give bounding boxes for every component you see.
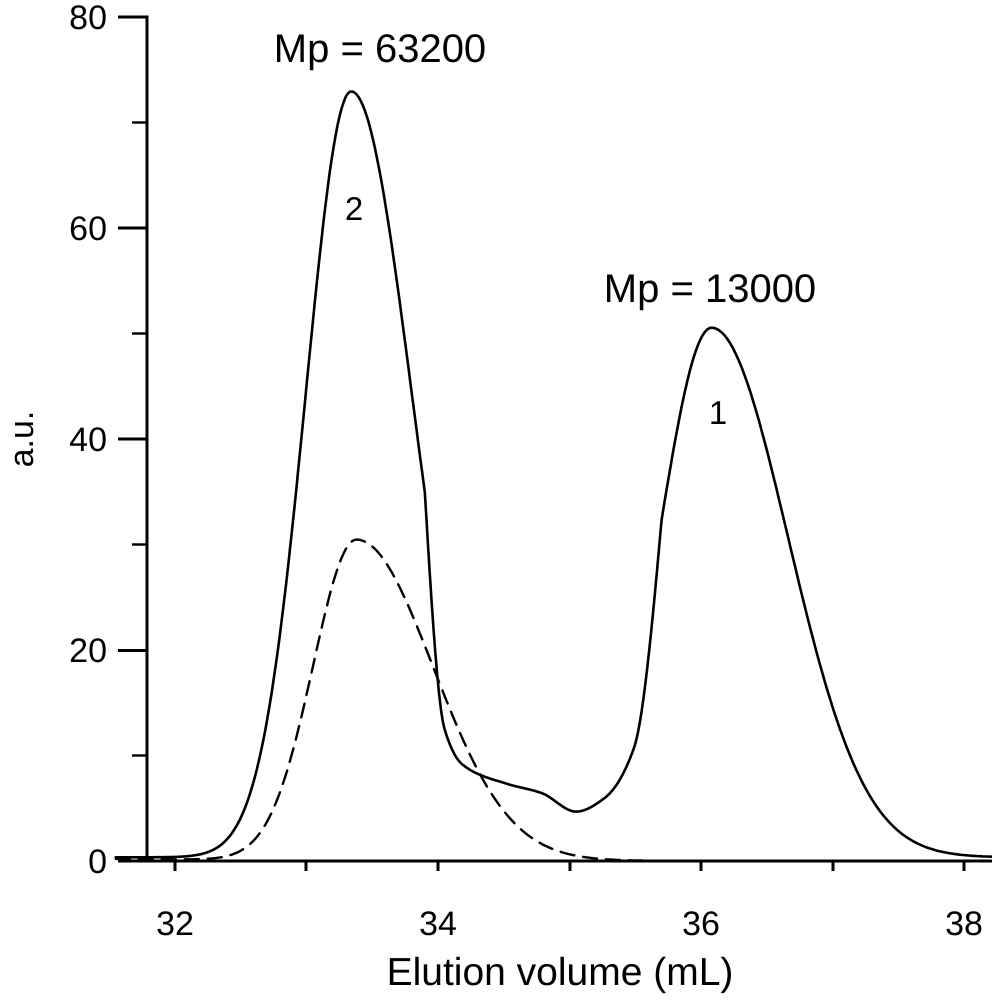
svg-text:36: 36 [682, 905, 720, 943]
svg-text:a.u.: a.u. [3, 411, 41, 468]
svg-text:Mp = 13000: Mp = 13000 [604, 267, 816, 311]
svg-text:38: 38 [945, 905, 983, 943]
svg-text:80: 80 [69, 0, 107, 37]
svg-text:2: 2 [345, 190, 363, 227]
svg-text:60: 60 [69, 210, 107, 248]
svg-text:Mp = 63200: Mp = 63200 [274, 27, 486, 71]
svg-text:20: 20 [69, 632, 107, 670]
svg-text:Elution volume (mL): Elution volume (mL) [387, 951, 734, 994]
svg-text:32: 32 [156, 905, 194, 943]
svg-text:34: 34 [419, 905, 457, 943]
svg-text:0: 0 [88, 843, 107, 881]
svg-text:1: 1 [709, 394, 727, 431]
svg-text:40: 40 [69, 421, 107, 459]
